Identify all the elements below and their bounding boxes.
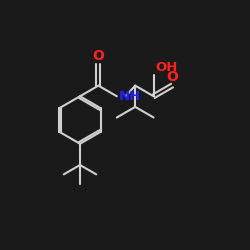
Text: O: O [166,70,178,84]
Text: O: O [92,49,104,63]
Text: OH: OH [155,61,178,74]
Text: NH: NH [118,90,141,103]
